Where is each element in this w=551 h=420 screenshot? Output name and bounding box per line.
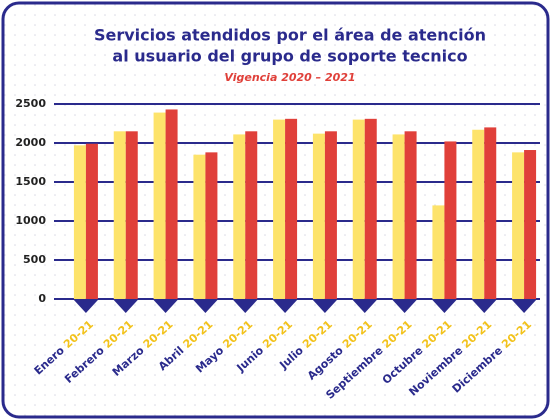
bar <box>352 119 365 299</box>
chart-subtitle: Vigencia 2020 – 2021 <box>224 71 355 84</box>
bar <box>113 131 126 299</box>
axis-marker <box>273 300 298 313</box>
axis-marker <box>472 300 497 313</box>
bar <box>392 134 405 299</box>
axis-marker <box>113 300 138 313</box>
bar <box>205 152 218 299</box>
bar <box>432 205 445 299</box>
bar <box>273 119 286 299</box>
bar <box>512 152 525 299</box>
chart-title: Servicios atendidos por el área de atenc… <box>94 26 486 45</box>
axis-marker <box>233 300 258 313</box>
y-tick-label: 2000 <box>15 136 46 149</box>
axis-marker <box>73 300 98 313</box>
bar <box>312 133 325 299</box>
y-tick-label: 0 <box>38 292 46 305</box>
axis-marker <box>312 300 337 313</box>
bar <box>484 127 497 300</box>
bar <box>153 112 166 299</box>
bar <box>472 129 485 299</box>
bar <box>444 141 457 299</box>
y-tick-label: 1500 <box>15 175 46 188</box>
axis-marker <box>153 300 178 313</box>
bar <box>125 131 138 299</box>
axis-marker <box>392 300 417 313</box>
axis-marker <box>193 300 218 313</box>
y-tick-label: 2500 <box>15 97 46 110</box>
y-tick-label: 1000 <box>15 214 46 227</box>
y-tick-label: 500 <box>23 253 46 266</box>
axis-marker <box>352 300 377 313</box>
bar <box>324 131 337 299</box>
bar <box>85 143 98 299</box>
axis-marker <box>512 300 537 313</box>
bar <box>233 134 246 299</box>
bar <box>524 150 537 299</box>
bar <box>285 118 298 299</box>
bar <box>73 145 86 299</box>
bar <box>364 118 377 299</box>
bar <box>165 109 178 300</box>
bar <box>404 131 417 299</box>
axis-marker <box>432 300 457 313</box>
chart-title: al usuario del grupo de soporte tecnico <box>112 47 467 66</box>
bar <box>245 131 258 299</box>
bar <box>193 154 206 299</box>
